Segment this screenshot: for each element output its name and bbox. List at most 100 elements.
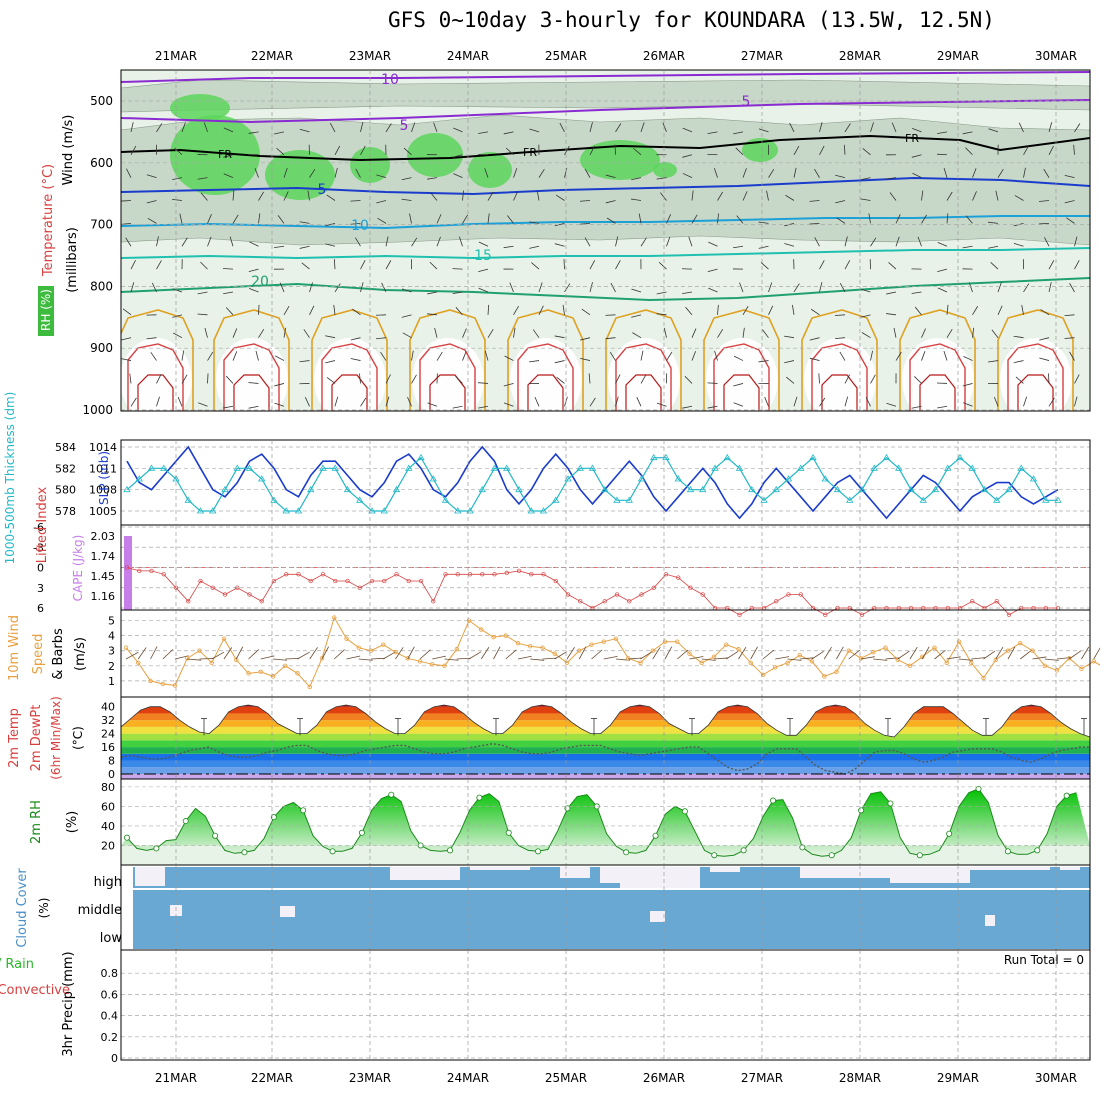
wind-barb [146, 174, 157, 179]
li-marker [308, 578, 313, 584]
rh-axis-title: RH (%) [39, 289, 53, 331]
isotherm-30 [703, 309, 780, 411]
temp-band [121, 705, 1090, 707]
wind10m-barb [309, 647, 318, 660]
wind-barb [819, 282, 823, 293]
wind-barb [529, 360, 540, 363]
thickness-marker [723, 453, 731, 461]
rh2m-marker [270, 814, 277, 821]
wind-barb [717, 304, 719, 315]
wind-barb [1074, 374, 1080, 384]
wind-barb [334, 283, 341, 293]
li-marker [737, 612, 742, 617]
thickness-marker [809, 453, 817, 461]
wind-barb [487, 191, 494, 201]
wind-barb [248, 405, 259, 409]
wind10m-marker [552, 651, 557, 656]
wind-barb [937, 287, 948, 293]
thickness-marker [454, 507, 462, 514]
wind-barb [554, 360, 565, 364]
temp-axis-title: Temperature (°C) [41, 164, 56, 277]
wind-barb [299, 245, 310, 249]
wind10m-marker [883, 645, 888, 650]
wind-barb [352, 308, 361, 316]
wind-barb [691, 351, 696, 361]
wind10m-marker [711, 654, 717, 659]
rh2m-marker [124, 834, 131, 841]
wind-barb [760, 262, 769, 270]
thickness-marker [833, 485, 842, 493]
temp-axis-title: 2m Temp [7, 708, 22, 768]
wind-barb [325, 222, 336, 227]
wind10m-barb [860, 656, 875, 660]
temp-shading [121, 704, 1090, 779]
temp-band [121, 747, 1090, 754]
dry-lobe [1000, 338, 1072, 411]
wind10m-axis-title: Speed [31, 634, 46, 675]
cloud-gap [390, 867, 460, 880]
rh2m-marker [770, 797, 777, 804]
temp-line [121, 704, 1090, 738]
li-marker [602, 599, 607, 604]
wind10m-tick: 4 [108, 630, 115, 643]
wind10m-marker [675, 639, 680, 644]
wind-barb [453, 127, 463, 133]
rh2m-marker [946, 830, 953, 837]
wind-barb [203, 122, 208, 133]
thickness-marker [784, 475, 793, 482]
wind-barb [177, 396, 183, 407]
pressure-tick: 600 [90, 156, 113, 170]
wind-barb [197, 291, 208, 295]
wind10m-barb [983, 650, 996, 660]
wind-barb [988, 360, 999, 363]
wind-barb [861, 332, 871, 339]
rh2m-marker [153, 845, 160, 852]
wind-barb [309, 282, 313, 293]
wind-barb [1023, 145, 1029, 155]
li-marker [480, 572, 485, 577]
wind-barb [691, 328, 697, 338]
wind-barb [360, 260, 366, 270]
wind10m-barb [554, 651, 567, 660]
wind10m-barb [799, 657, 814, 660]
wind-barb [1048, 282, 1052, 293]
rh2m-marker [1034, 847, 1041, 854]
dry-lobe [510, 338, 582, 411]
wind-barb [1039, 337, 1050, 341]
wind-barb [130, 260, 136, 270]
wind-barb [172, 288, 183, 293]
wind-barb [640, 237, 647, 247]
thickness-marker [503, 464, 511, 471]
dry-lobe [902, 338, 974, 411]
wind-barb [579, 222, 591, 225]
wind10m-line [125, 616, 1100, 688]
wind-barb [921, 351, 926, 361]
wind-barb [768, 305, 774, 315]
wind10m-barb [701, 658, 716, 661]
thickness-marker [319, 464, 327, 471]
run-total: Run Total = 0 [1004, 953, 1084, 967]
wind-barb [307, 190, 310, 201]
wind-barb [385, 236, 389, 247]
wind-barb [1023, 283, 1030, 293]
precip-tick: 0.8 [101, 967, 119, 980]
wind-barb [972, 191, 977, 201]
li-marker [222, 592, 228, 597]
slp-line [126, 445, 1059, 520]
isotherm-35 [811, 343, 868, 411]
wind-barb [436, 351, 443, 361]
wind-barb [503, 383, 514, 387]
wind10m-marker [356, 645, 361, 650]
wind-barb [584, 237, 591, 247]
pressure-tick: 500 [90, 94, 113, 108]
thickness-marker [380, 507, 388, 514]
isotherm-30 [507, 309, 584, 411]
rh2m-marker [799, 844, 806, 851]
temp-tick: 16 [101, 741, 115, 754]
thickness-tick: 582 [55, 462, 76, 475]
wind-barb [1073, 144, 1075, 155]
wind10m-marker [528, 644, 533, 649]
wind-barb [385, 260, 392, 270]
rh2m-marker [241, 849, 248, 856]
wind-barb [427, 291, 438, 295]
